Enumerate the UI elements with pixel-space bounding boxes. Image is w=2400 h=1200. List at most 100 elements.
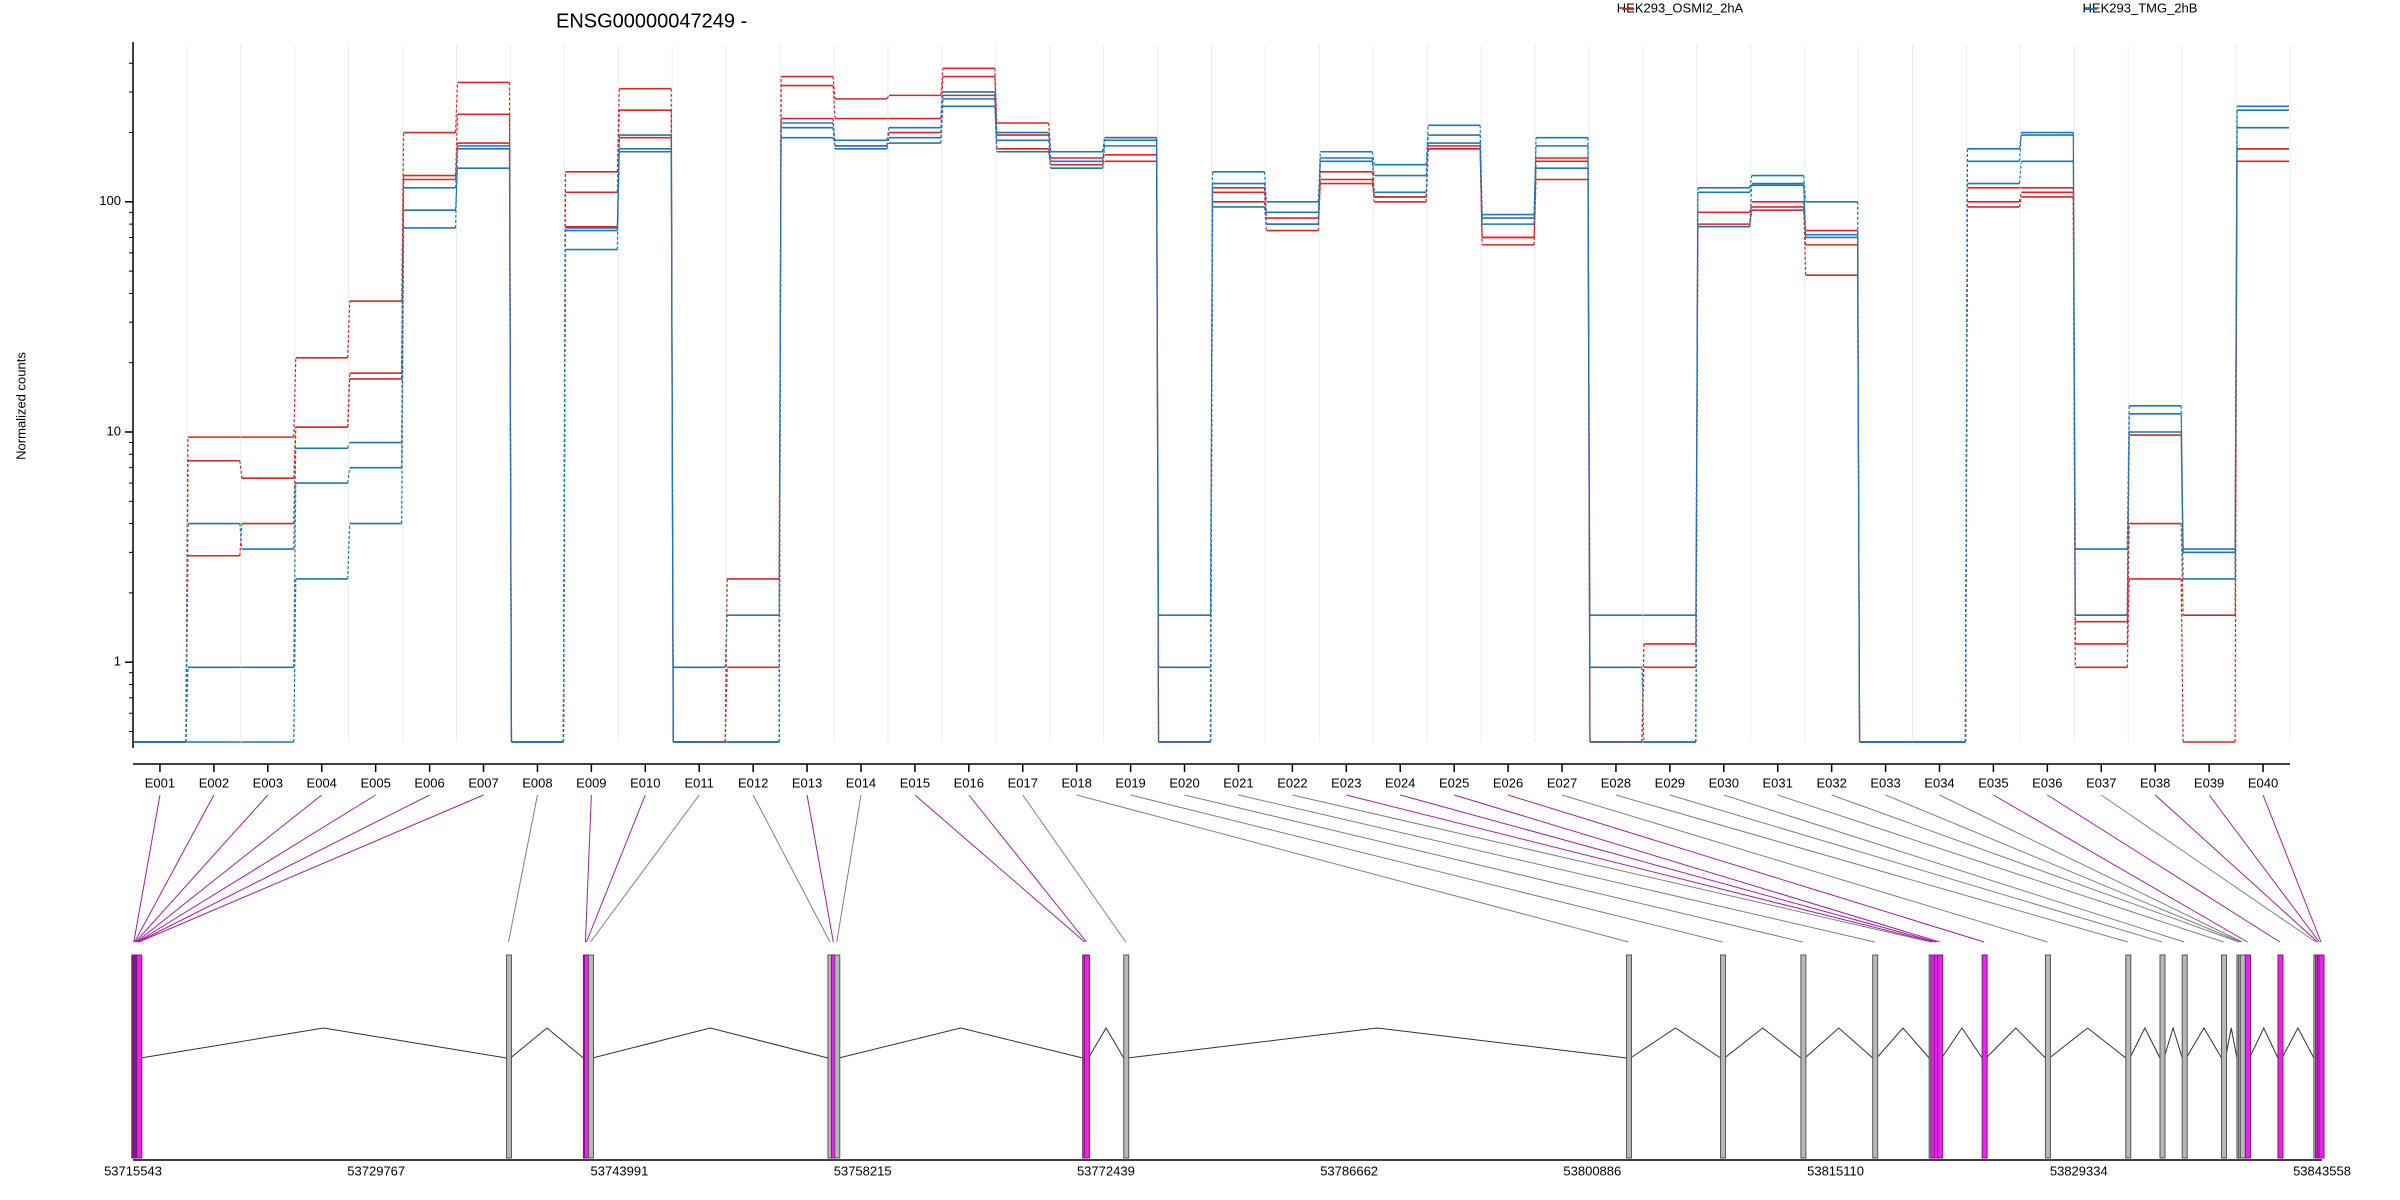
intron-line (2225, 1027, 2238, 1059)
series-connector (1803, 175, 1807, 202)
genomic-coordinate-label: 53815110 (1807, 1163, 1864, 1178)
x-tick-label: E023 (1331, 775, 1361, 790)
exon-box (1800, 954, 1807, 1159)
exon-connector (752, 794, 831, 943)
series-connector (185, 667, 189, 743)
plot-axes: 1 10 100 E001 E002 E003 E004 E005 E006 E007 E008 E0… (99, 8, 2290, 790)
exon-connector (2154, 794, 2318, 943)
exon-connector (1885, 794, 2241, 943)
x-tick-label: E024 (1385, 775, 1415, 790)
series-connector (1048, 140, 1052, 162)
exon-box (1123, 954, 1130, 1159)
intron-line (2249, 1026, 2279, 1059)
exon-connector (133, 794, 161, 943)
x-tick-label: E005 (360, 775, 390, 790)
series-connector (832, 76, 836, 99)
intron-line (2049, 1027, 2127, 1059)
series-connector (2018, 161, 2022, 184)
exon-connector (1022, 794, 1127, 943)
exon-connector (1454, 794, 1940, 943)
intron-line (1087, 1027, 1125, 1059)
series-connector (778, 137, 782, 616)
series-connector (670, 148, 674, 668)
exon-connector (584, 794, 592, 943)
x-tick-label: E022 (1277, 775, 1307, 790)
exon-connector (1615, 794, 2128, 943)
series-connector (1048, 148, 1052, 165)
series-connector (1048, 151, 1052, 169)
exon-box (2125, 954, 2132, 1159)
series-connector (1048, 132, 1052, 152)
series-connector (454, 114, 459, 176)
intron-line (1724, 1027, 1802, 1059)
series-connector (347, 442, 351, 449)
genomic-coordinate-label: 53843558 (2293, 1163, 2351, 1178)
series-connector (2234, 106, 2238, 553)
series-connector (293, 483, 297, 668)
exon-box (2044, 954, 2051, 1159)
exon-connector (1831, 794, 2240, 943)
intron-line (1985, 1027, 2046, 1059)
series-connector (2072, 132, 2076, 550)
exon-connector (138, 794, 484, 943)
series-connector (1856, 234, 1861, 743)
exon-connector (914, 794, 1086, 943)
series-connector (724, 615, 728, 668)
series-connector (778, 127, 782, 743)
x-tick-label: E010 (630, 775, 660, 790)
x-tick-label: E009 (576, 775, 606, 790)
x-tick-label: E038 (2140, 775, 2170, 790)
series-connector (293, 448, 297, 550)
intron-line (510, 1027, 584, 1059)
series-connector (886, 137, 890, 147)
series-connector (2018, 135, 2022, 162)
exon-connector (136, 794, 323, 943)
exon-connector (1993, 794, 2248, 943)
series-connector (886, 142, 890, 149)
exon-connector (1292, 794, 1932, 943)
x-tick-label: E037 (2086, 775, 2116, 790)
series-connector (1317, 157, 1321, 225)
exon-connector (590, 794, 700, 943)
exon-connector (806, 794, 834, 943)
x-tick-label: E008 (522, 775, 552, 790)
x-tick-label: E015 (900, 775, 930, 790)
series-connector (994, 106, 998, 152)
series-connector (1641, 643, 1645, 743)
series-connector (2018, 132, 2022, 149)
series-connector (994, 98, 998, 141)
x-tick-label: E013 (792, 775, 822, 790)
exon-connector (1669, 794, 2163, 943)
x-tick-label: E030 (1709, 775, 1739, 790)
series-connector (616, 151, 620, 231)
series-connector (1749, 185, 1753, 227)
x-tick-label: E016 (954, 775, 984, 790)
intron-line (1804, 1027, 1874, 1059)
series-connector (1425, 143, 1429, 193)
y-tick-label: 1 (114, 654, 121, 669)
exon-box (1937, 954, 1944, 1159)
series-connector (1209, 206, 1214, 743)
series-connector (940, 68, 944, 96)
series-connector (1964, 183, 1969, 743)
exon-box (1625, 954, 1632, 1159)
series-connector (454, 143, 459, 180)
series-connector (1263, 206, 1268, 225)
series-connector (293, 357, 297, 438)
x-tick-label: E017 (1008, 775, 1038, 790)
x-tick-label: E029 (1655, 775, 1685, 790)
x-tick-label: E036 (2032, 775, 2062, 790)
exon-box (136, 954, 143, 1159)
series-connector (401, 179, 405, 379)
series-connector (2180, 523, 2184, 616)
series-connector (2072, 135, 2076, 616)
series-connector (347, 378, 351, 428)
series-connector (1371, 151, 1375, 165)
exon-box (505, 954, 512, 1159)
gene-model-track: 53715543 53729767 53743991 53758215 53772439… (104, 954, 2351, 1178)
exon-connector (1939, 794, 2243, 943)
x-tick-label: E027 (1547, 775, 1577, 790)
series-connector (293, 578, 297, 743)
exon-connector (507, 794, 538, 943)
series-connector (347, 467, 351, 484)
